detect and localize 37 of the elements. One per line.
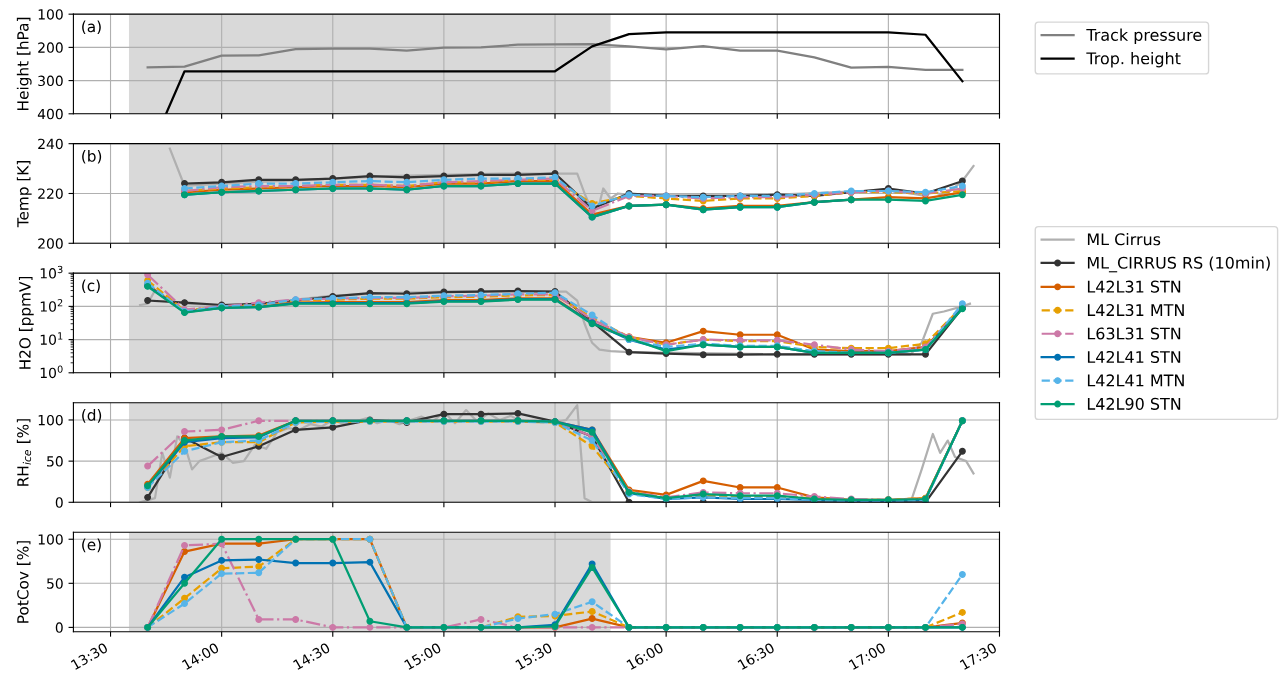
y-tick-label: 400 bbox=[37, 108, 63, 120]
legend-label: L42L31 MTN bbox=[1087, 304, 1184, 317]
legend-label: L42L90 STN bbox=[1087, 397, 1181, 410]
legend-label: L42L41 MTN bbox=[1087, 374, 1184, 387]
y-tick-label: 50 bbox=[47, 578, 63, 589]
y-tick-label: 300 bbox=[38, 75, 63, 87]
y-axis-title: Temp [K] bbox=[16, 161, 32, 228]
annotation: (b) bbox=[82, 150, 102, 164]
legend-label: L42L31 STN bbox=[1087, 280, 1181, 293]
annotation: (e) bbox=[82, 538, 101, 553]
y-axis-title: PotCov [%] bbox=[16, 541, 31, 623]
annotation: (c) bbox=[82, 279, 100, 294]
legend-label: ML Cirrus bbox=[1087, 232, 1161, 246]
y-tick-label: 220 bbox=[38, 188, 63, 199]
legend-label: ML_CIRRUS RS (10min) bbox=[1087, 256, 1270, 273]
y-tick-label: 100 bbox=[38, 534, 63, 545]
y-tick-label: 0 bbox=[55, 622, 63, 633]
y-tick-label: 10$^{0}$ bbox=[40, 365, 63, 379]
y-tick-label: 200 bbox=[38, 238, 63, 249]
y-tick-label: 10$^{2}$ bbox=[40, 299, 63, 312]
y-tick-label: 100 bbox=[38, 414, 63, 426]
y-tick-label: 10$^{1}$ bbox=[40, 332, 63, 345]
y-axis-title: H2O [ppmV] bbox=[18, 276, 34, 369]
y-axis-title: RH$_{ice}$ [%] bbox=[16, 419, 32, 486]
annotation: (a) bbox=[82, 20, 101, 35]
y-tick-label: 240 bbox=[38, 138, 63, 150]
y-tick-label: 0 bbox=[55, 497, 63, 508]
annotation: (d) bbox=[82, 409, 102, 423]
legend-label: L42L41 STN bbox=[1087, 350, 1181, 364]
y-tick-label: 50 bbox=[47, 456, 63, 467]
y-axis-title: Height [hPa] bbox=[16, 17, 32, 110]
legend-label: Track pressure bbox=[1086, 28, 1202, 45]
y-tick-label: 200 bbox=[38, 42, 63, 53]
legend-label: L63L31 STN bbox=[1087, 327, 1181, 340]
y-tick-label: 100 bbox=[38, 9, 63, 20]
legend-label: Trop. height bbox=[1086, 51, 1181, 68]
y-tick-label: 10$^{3}$ bbox=[40, 265, 63, 279]
